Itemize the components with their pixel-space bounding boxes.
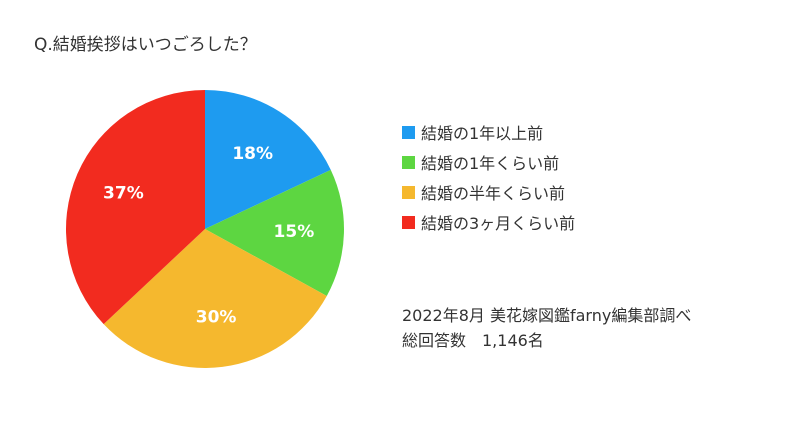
source-text: 2022年8月 美花嫁図鑑farny編集部調べ <box>402 306 692 325</box>
pie-labels: 18% 15% 30% 37% <box>103 144 314 327</box>
chart-title: Q.結婚挨拶はいつごろした？ <box>34 35 257 55</box>
pie-slice-2 <box>205 169 344 296</box>
respondents-text: 総回答数 1,146名 <box>402 331 544 350</box>
pie-value-label-1: 18% <box>232 144 273 164</box>
legend-item: 結婚の半年くらい前 <box>402 177 575 207</box>
legend-swatch-4 <box>402 215 415 229</box>
legend: 結婚の1年以上前 結婚の1年くらい前 結婚の半年くらい前 結婚の3ヶ月くらい前 <box>402 117 575 237</box>
source-note: 2022年8月 美花嫁図鑑farny編集部調べ 総回答数 1,146名 <box>402 303 691 353</box>
legend-label-3: 結婚の半年くらい前 <box>421 184 566 203</box>
legend-label-1: 結婚の1年以上前 <box>421 124 544 143</box>
pie-value-label-2: 15% <box>274 222 315 242</box>
legend-label-2: 結婚の1年くらい前 <box>421 154 560 173</box>
pie-slice-1 <box>205 90 331 229</box>
pie-value-label-3: 30% <box>196 307 237 327</box>
pie-slice-4 <box>65 90 205 325</box>
legend-swatch-2 <box>402 155 415 169</box>
legend-swatch-1 <box>402 125 415 139</box>
legend-label-4: 結婚の3ヶ月くらい前 <box>421 214 576 233</box>
legend-swatch-3 <box>402 185 415 199</box>
pie-slices <box>65 90 344 369</box>
pie-value-label-4: 37% <box>103 184 144 204</box>
legend-item: 結婚の1年以上前 <box>402 117 575 147</box>
legend-item: 結婚の1年くらい前 <box>402 147 575 177</box>
legend-item: 結婚の3ヶ月くらい前 <box>402 207 575 237</box>
pie-slice-3 <box>103 229 327 369</box>
